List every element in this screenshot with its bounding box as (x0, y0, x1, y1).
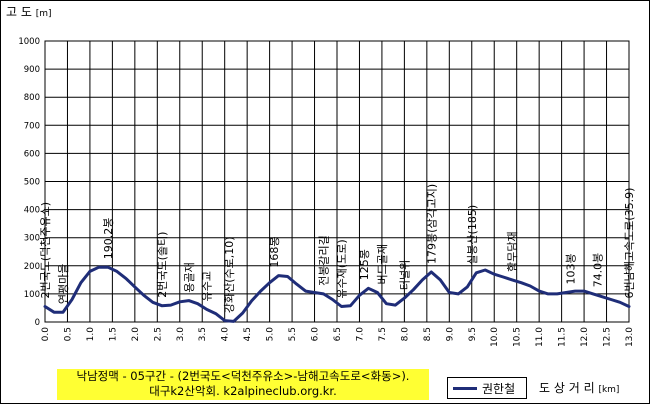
x-tick-label: 7.0 (355, 327, 365, 342)
x-tick-label: 3.5 (198, 327, 208, 341)
annotation-label: 125봉 (358, 249, 371, 280)
annotation-label: 전봉갈리길 (317, 235, 331, 286)
chart-grid (44, 40, 630, 323)
y-tick-labels: 0 100 200 300 400 500 600 700 800 900 1000 (18, 37, 40, 328)
y-tick-label: 100 (24, 290, 40, 300)
y-axis-unit: [m] (35, 9, 52, 19)
annotation-label: 179봉(삼각고지) (425, 184, 438, 264)
x-tick-label: 2.5 (153, 327, 163, 341)
x-tick-label: 4.5 (243, 327, 253, 341)
x-tick-labels: 0.0 0.5 1.0 1.5 2.0 2.5 3.0 3.5 4.0 4.5 5.0 5.5 6.0 6… (41, 327, 635, 347)
y-axis-title: 고 도 [m] (6, 3, 52, 20)
x-tick-label: 8.5 (423, 327, 433, 341)
annotation-label: 강화산(수로,10) (223, 236, 236, 313)
y-tick-label: 800 (24, 93, 40, 103)
x-tick-label: 5.0 (266, 327, 276, 342)
annotation-label: 190.2봉 (102, 218, 115, 260)
x-tick-label: 11.0 (535, 327, 545, 347)
elevation-line (43, 265, 631, 323)
footer-line-1: 낙남정맥 - 05구간 - (2번국도<덕천주유소>-남해고속도로<화동>). (76, 369, 410, 383)
legend-label: 권한철 (482, 382, 516, 396)
annotation-label: 버드골재 (376, 244, 389, 284)
x-tick-label: 13.0 (625, 327, 635, 347)
y-tick-label: 200 (24, 262, 40, 272)
annotation-layer: 2번국도(덕천주유소) 연평마을 190.2봉 2번국도(솔티) 용골재 유수교 강화산(수… (38, 184, 636, 313)
x-tick-label: 2.0 (131, 327, 141, 342)
legend-swatch (453, 387, 477, 390)
x-tick-label: 6.0 (311, 327, 321, 342)
legend: 권한철 (447, 377, 527, 399)
annotation-label: 유수교 (201, 271, 214, 301)
y-tick-label: 300 (24, 234, 40, 244)
annotation-label: 2번국도(솔티) (156, 232, 169, 298)
series-line-layer (43, 265, 631, 323)
x-axis-title: 도 상 거 리 [km] (539, 379, 619, 396)
y-tick-label: 500 (24, 178, 40, 188)
x-tick-label: 9.5 (468, 327, 478, 341)
x-tick-label: 7.5 (378, 327, 388, 341)
x-tick-label: 1.0 (86, 327, 96, 342)
annotation-label: 용골재 (183, 262, 196, 292)
annotation-label: 103봉 (565, 253, 578, 284)
x-tick-label: 11.5 (558, 327, 568, 347)
annotation-label: 168봉 (268, 237, 281, 268)
x-tick-label: 0.0 (41, 327, 51, 342)
annotation-label: 6번남해고속도로(35.9) (622, 188, 636, 299)
x-tick-label: 10.0 (490, 327, 500, 347)
annotation-label: 2번국도(덕천주유소) (38, 202, 52, 299)
x-tick-label: 5.5 (288, 327, 298, 341)
footer-line-2: 대구k2산악회. k2alpineclub.org.kr. (149, 384, 337, 398)
x-tick-label: 1.5 (108, 327, 118, 341)
annotation-label: 연평마을 (57, 264, 70, 304)
x-tick-label: 8.0 (400, 327, 410, 342)
annotation-label: 실봉산(185) (466, 205, 479, 265)
annotation-label: 74.0봉 (592, 253, 605, 288)
y-tick-label: 700 (24, 121, 40, 131)
plot-border (44, 40, 630, 323)
x-tick-label: 6.5 (333, 327, 343, 341)
x-tick-label: 3.0 (176, 327, 186, 342)
x-tick-label: 4.0 (221, 327, 231, 342)
y-tick-label: 1000 (18, 37, 40, 47)
x-tick-label: 9.0 (445, 327, 455, 342)
x-tick-label: 10.5 (513, 327, 523, 347)
x-tick-label: 12.0 (580, 327, 590, 347)
y-tick-label: 600 (24, 149, 40, 159)
y-tick-label: 400 (24, 206, 40, 216)
y-tick-label: 0 (35, 318, 40, 328)
annotation-label: 유수재(도로) (335, 239, 348, 298)
footer-note: 낙남정맥 - 05구간 - (2번국도<덕천주유소>-남해고속도로<화동>). … (57, 369, 429, 400)
x-tick-label: 0.5 (63, 327, 73, 341)
x-axis-unit: [km] (598, 385, 620, 395)
y-axis-label: 고 도 (6, 5, 32, 19)
x-tick-label: 12.5 (603, 327, 613, 347)
x-axis-label: 도 상 거 리 (539, 381, 595, 395)
y-tick-label: 900 (24, 65, 40, 75)
annotation-label: 함무담재 (506, 231, 519, 271)
annotation-label: 터널위 (398, 260, 411, 290)
